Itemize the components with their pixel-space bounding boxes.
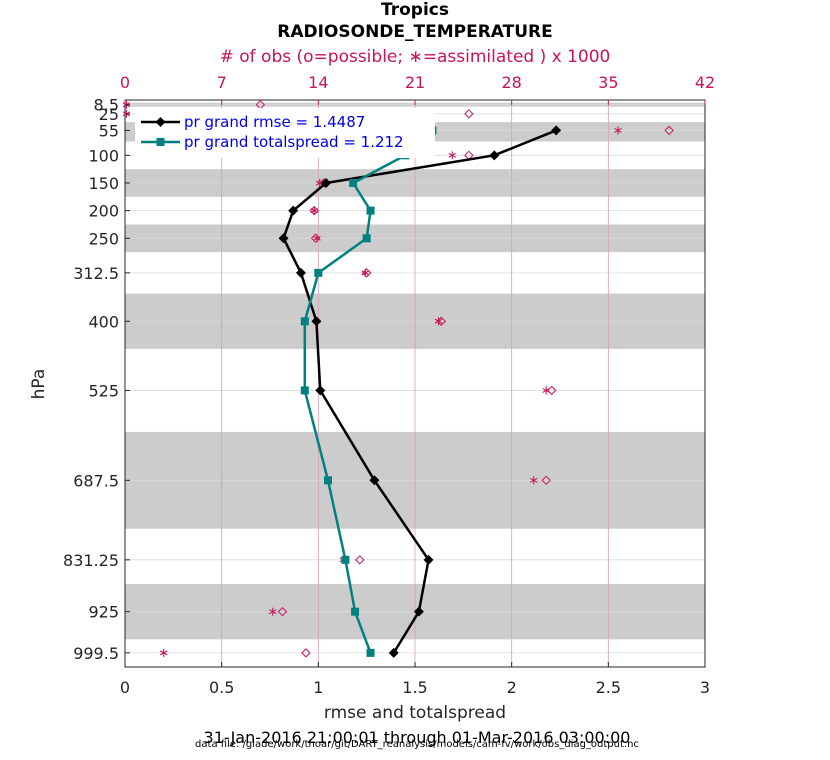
obs-possible-marker — [277, 606, 288, 617]
y-tick-label: 200 — [88, 202, 119, 221]
obs-assimilated-marker — [614, 126, 622, 135]
asterisk-stroke — [361, 270, 370, 276]
chart-title: Tropics — [381, 0, 449, 20]
totalspread-point — [300, 317, 309, 326]
y-tick-label: 250 — [88, 229, 119, 248]
asterisk-stroke — [542, 387, 550, 393]
y-tick-label: 25 — [99, 105, 119, 124]
data-series — [278, 125, 562, 658]
top-tick-label: 42 — [695, 73, 715, 92]
top-axis-label: # of obs (o=possible; ∗=assimilated ) x … — [220, 47, 611, 67]
totalspread-point — [362, 234, 371, 243]
asterisk-stroke — [530, 477, 538, 483]
obs-assimilated-marker — [310, 206, 318, 215]
observation-counts — [122, 99, 674, 658]
y-axis-label: hPa — [29, 369, 49, 400]
y-tick-label: 925 — [88, 603, 119, 622]
x-tick-label: 1.5 — [402, 678, 427, 697]
totalspread-point — [366, 648, 375, 657]
asterisk-stroke — [313, 235, 321, 241]
asterisk-stroke — [159, 650, 168, 656]
y-tick-label: 150 — [88, 174, 119, 193]
y-tick-label: 55 — [99, 121, 119, 140]
asterisk-stroke — [614, 127, 622, 133]
totalspread-point — [351, 607, 360, 616]
legend-rmse-label: pr grand rmse = 1.4487 — [184, 113, 365, 131]
rmse-line — [282, 129, 557, 654]
legend: pr grand rmse = 1.4487 pr grand totalspr… — [135, 108, 435, 158]
y-tick-label: 100 — [88, 146, 119, 165]
x-axis-label: rmse and totalspread — [324, 703, 506, 723]
obs-assimilated-marker — [269, 607, 277, 616]
y-tick-label: 525 — [88, 381, 119, 400]
legend-spread-marker — [156, 138, 165, 146]
rmse-point — [288, 205, 299, 216]
obs-assimilated-marker — [361, 268, 370, 277]
top-tick-label: 0 — [120, 73, 130, 92]
y-tick-label: 8.5 — [94, 96, 119, 115]
rmse-point — [413, 606, 424, 617]
legend-rmse-marker — [155, 117, 166, 127]
y-tick-label: 400 — [88, 312, 119, 331]
legend-box — [135, 108, 435, 158]
x-tick-label: 2 — [507, 678, 517, 697]
x-tick-label: 0 — [120, 678, 130, 697]
obs-assimilated-marker — [542, 386, 550, 395]
rmse-point — [295, 267, 306, 278]
obs-possible-marker — [541, 475, 551, 486]
date-range: 31-Jan-2016 21:00:01 through 01-Mar-2016… — [204, 728, 631, 747]
y-tick-label: 831.25 — [63, 551, 119, 570]
legend-spread-label: pr grand totalspread = 1.212 — [184, 133, 404, 151]
obs-possible-marker — [664, 125, 674, 136]
chart-subtitle: RADIOSONDE_TEMPERATURE — [277, 22, 553, 42]
rmse-point — [321, 177, 332, 188]
totalspread-point — [314, 268, 323, 277]
obs-assimilated-marker — [434, 317, 443, 326]
x-tick-label: 1 — [313, 678, 323, 697]
totalspread-point — [300, 386, 309, 395]
x-tick-label: 3 — [700, 678, 710, 697]
totalspread-point — [324, 476, 332, 485]
obs-assimilated-marker — [315, 178, 324, 187]
rmse-point — [315, 385, 326, 396]
totalspread-point — [349, 178, 358, 187]
asterisk-stroke — [310, 208, 318, 214]
rmse-point — [278, 233, 289, 244]
asterisk-stroke — [434, 318, 443, 324]
x-tick-label: 0.5 — [209, 678, 234, 697]
data-file: data file: /glade/work/thoar/git/DART_re… — [195, 739, 639, 750]
obs-possible-marker — [355, 555, 365, 565]
top-tick-label: 28 — [501, 73, 521, 92]
rmse-point — [311, 316, 322, 327]
top-tick-label: 7 — [217, 73, 227, 92]
totalspread-line — [303, 129, 434, 654]
rmse-point — [369, 475, 380, 486]
obs-assimilated-marker — [313, 234, 321, 243]
top-tick-label: 14 — [308, 73, 328, 92]
totalspread-point — [366, 206, 375, 215]
obs-assimilated-marker — [159, 648, 168, 657]
asterisk-stroke — [269, 609, 277, 615]
rmse-point — [489, 150, 500, 161]
rmse-point — [551, 125, 562, 136]
y-tick-label: 999.5 — [73, 644, 119, 663]
top-tick-label: 35 — [598, 73, 618, 92]
obs-possible-marker — [301, 648, 311, 658]
y-tick-label: 312.5 — [73, 264, 119, 283]
obs-assimilated-marker — [448, 151, 457, 160]
obs-assimilated-marker — [530, 476, 538, 485]
totalspread-point — [341, 555, 350, 564]
asterisk-stroke — [315, 180, 324, 186]
top-tick-label: 21 — [405, 73, 425, 92]
y-tick-label: 687.5 — [73, 471, 119, 490]
x-tick-label: 2.5 — [596, 678, 621, 697]
asterisk-stroke — [448, 152, 457, 158]
rmse-point — [388, 647, 399, 658]
rmse-point — [423, 554, 434, 565]
obs-possible-marker — [464, 109, 474, 119]
